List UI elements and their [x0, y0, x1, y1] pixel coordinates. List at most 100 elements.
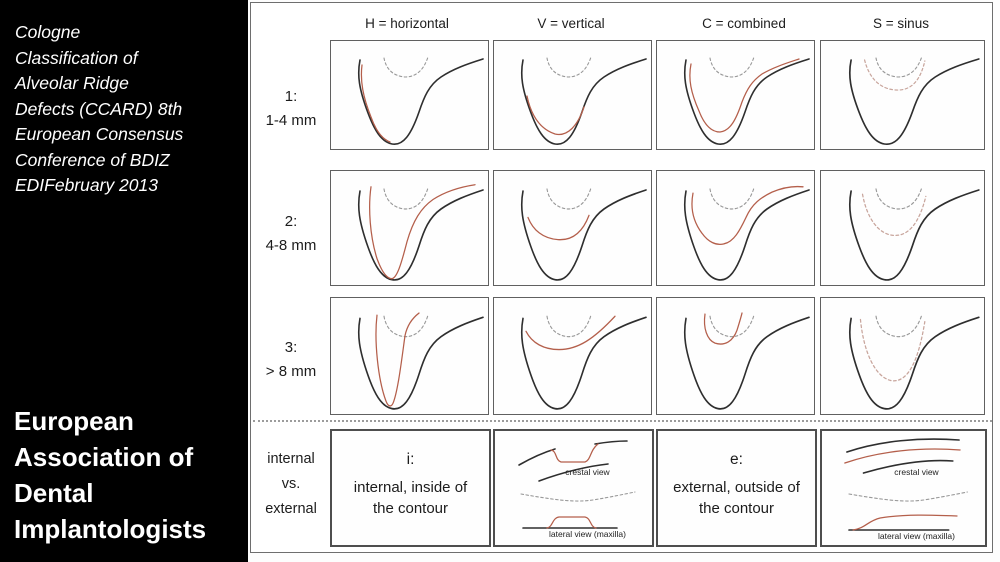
row-label-3: 3: > 8 mm: [250, 336, 332, 384]
internal-views-diagram: [518, 440, 636, 529]
cell-external-diagram: crestal view lateral view (maxilla): [820, 429, 987, 547]
crestal-arch-outer: [594, 440, 628, 445]
title-line: Cologne: [15, 22, 81, 42]
external-abbrev: e:: [730, 451, 743, 468]
cell-c2: [656, 170, 815, 286]
org-line: Implantologists: [14, 514, 207, 544]
cell-h1: [330, 40, 489, 150]
ridge-diagram-v3: [520, 314, 647, 410]
defect-line: [525, 315, 616, 351]
org-line: Association of: [14, 442, 194, 472]
external-defect-rise: [852, 514, 958, 531]
ridge-contour: [848, 58, 980, 145]
sinus-floor-dashed: [863, 59, 926, 91]
row-label-line: external: [265, 501, 317, 517]
row-label-line: vs.: [281, 476, 301, 492]
ridge-contour: [520, 58, 647, 145]
mucosa-dashed-line: [520, 491, 636, 502]
ridge-diagram-s1: [848, 56, 980, 145]
row-label-2: 2: 4-8 mm: [250, 210, 332, 258]
ridge-diagram-h1: [357, 56, 484, 145]
ridge-diagram-s2: [848, 187, 980, 281]
original-contour-dashed: [546, 187, 592, 210]
row-label-internal-external: internal vs. external: [250, 447, 332, 522]
title-line: Defects (CCARD) 8th: [15, 98, 183, 119]
defect-line: [369, 184, 476, 280]
crestal-arch-outer: [518, 448, 556, 466]
row-label-line: internal: [267, 451, 315, 467]
internal-defect-bump: [546, 516, 597, 529]
ridge-diagram-c1: [683, 56, 810, 145]
ridge-contour: [520, 316, 647, 410]
original-contour-dashed: [709, 187, 755, 210]
cell-v3: [493, 297, 652, 415]
organization-name: European Association of Dental Implantol…: [14, 403, 246, 547]
ridge-diagram-s3: [848, 314, 980, 410]
cell-v2: [493, 170, 652, 286]
column-header-combined: C = combined: [702, 16, 786, 31]
original-contour-dashed: [875, 187, 923, 210]
original-contour-dashed: [875, 56, 923, 78]
cell-h3: [330, 297, 489, 415]
ridge-diagram-v2: [520, 187, 647, 281]
org-line: Dental: [14, 478, 94, 508]
crestal-arch-inner: [862, 459, 954, 474]
cell-internal-definition: i: internal, inside of the contour: [330, 429, 491, 547]
cell-c3: [656, 297, 815, 415]
defect-line: [526, 95, 585, 136]
defect-line: [360, 64, 391, 143]
cell-s1: [820, 40, 985, 150]
original-contour-dashed: [383, 187, 429, 210]
row-label-line: 3:: [284, 339, 298, 356]
original-contour-dashed: [546, 56, 592, 78]
cell-s3: [820, 297, 985, 415]
ridge-diagram-h3: [357, 312, 484, 410]
ridge-contour: [520, 189, 647, 281]
ridge-contour: [848, 189, 980, 281]
crestal-view-label: crestal view: [565, 467, 610, 477]
column-header-vertical: V = vertical: [537, 16, 605, 31]
internal-definition-line: internal, inside of: [353, 479, 468, 496]
defect-line: [689, 58, 800, 133]
original-contour-dashed: [546, 314, 592, 338]
external-definition-line: the contour: [698, 500, 775, 517]
ridge-contour: [683, 58, 810, 145]
original-contour-dashed: [875, 314, 923, 338]
row-label-line: 1:: [284, 88, 298, 105]
external-defect-line: [844, 448, 961, 464]
row-label-line: > 8 mm: [265, 363, 317, 380]
cell-external-definition: e: external, outside of the contour: [656, 429, 817, 547]
sinus-floor-dashed: [861, 193, 927, 237]
ridge-contour: [848, 316, 980, 410]
sinus-floor-dashed: [859, 318, 926, 382]
cell-s2: [820, 170, 985, 286]
internal-definition-line: the contour: [372, 500, 449, 517]
internal-abbrev: i:: [406, 451, 415, 468]
ridge-diagram-c2: [683, 185, 810, 281]
title-line: Alveolar Ridge: [15, 73, 129, 93]
ridge-contour: [683, 189, 810, 281]
slide-title: Cologne Classification of Alveolar Ridge…: [15, 20, 243, 199]
ridge-diagram-c3: [683, 312, 810, 410]
original-contour-dashed: [383, 56, 429, 78]
column-header-sinus: S = sinus: [873, 16, 929, 31]
external-definition-line: external, outside of: [673, 479, 800, 496]
cell-v1: [493, 40, 652, 150]
column-header-horizontal: H = horizontal: [365, 16, 449, 31]
row-label-line: 4-8 mm: [265, 237, 317, 254]
row-label-line: 1-4 mm: [265, 112, 317, 129]
crestal-view-label: crestal view: [894, 467, 939, 477]
internal-defect-notch: [550, 443, 599, 463]
title-line: Conference of BDIZ: [15, 149, 170, 170]
original-contour-dashed: [709, 56, 755, 78]
ridge-diagram-h2: [357, 184, 484, 281]
ridge-contour: [357, 316, 484, 410]
ridge-contour: [683, 316, 810, 410]
ridge-contour: [357, 189, 484, 281]
mucosa-dashed-line: [848, 491, 968, 502]
lateral-view-label: lateral view (maxilla): [549, 529, 626, 539]
crestal-arch-inner: [538, 463, 609, 482]
row-label-1: 1: 1-4 mm: [250, 85, 332, 133]
internal-external-separator: [253, 420, 992, 422]
